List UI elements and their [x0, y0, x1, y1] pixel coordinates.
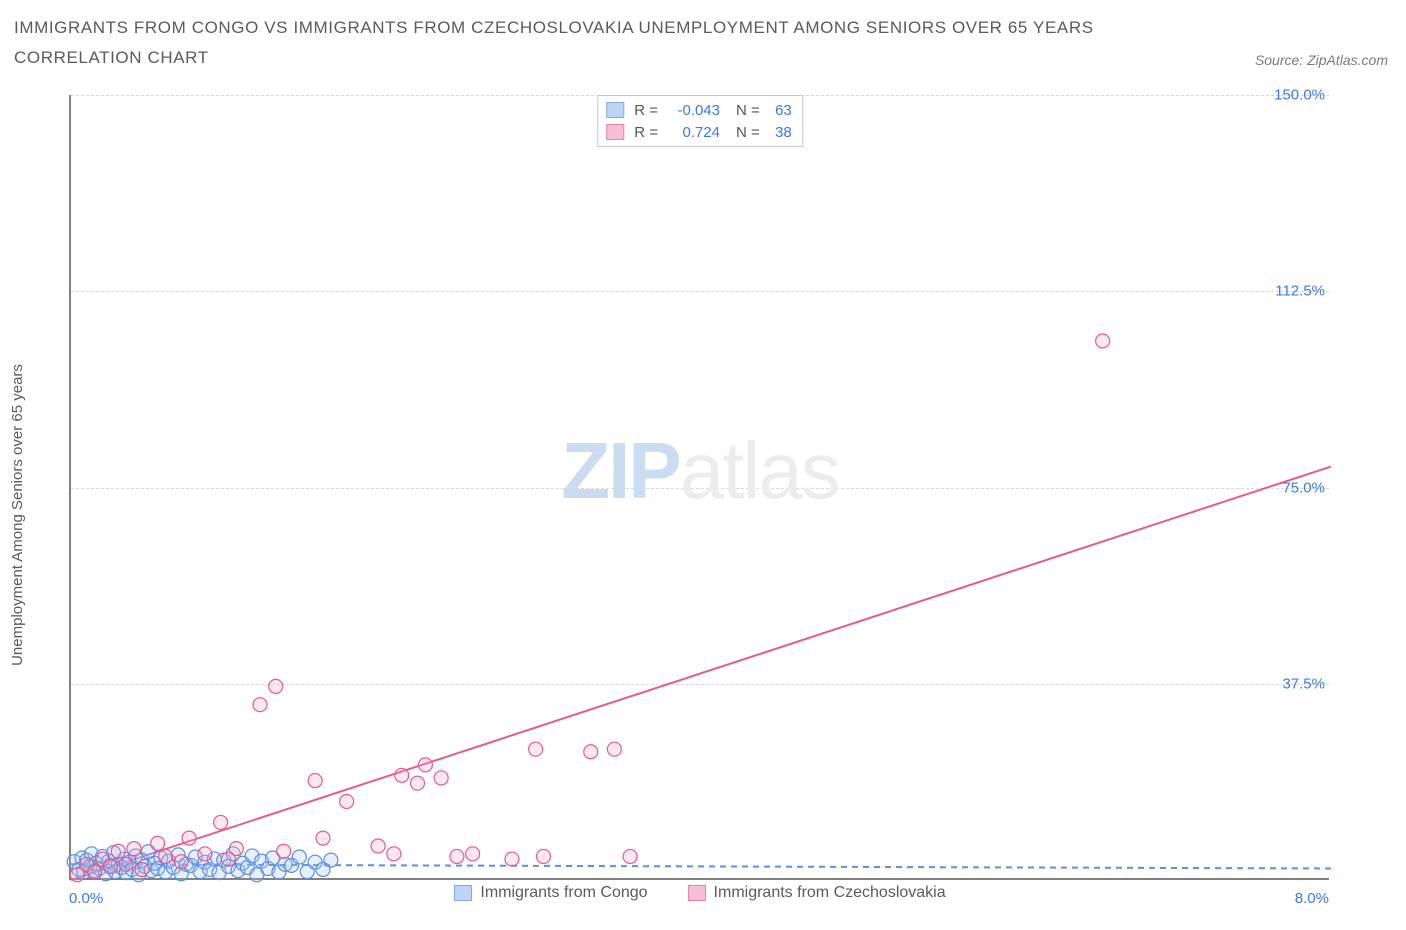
legend-swatch — [688, 885, 706, 901]
source-attribution: Source: ZipAtlas.com — [1255, 52, 1388, 68]
legend-swatch — [454, 885, 472, 901]
x-tick-label: 0.0% — [69, 890, 103, 907]
legend-item: Immigrants from Congo — [454, 884, 647, 902]
chart-title-line2: CORRELATION CHART — [14, 48, 1392, 68]
chart-header: IMMIGRANTS FROM CONGO VS IMMIGRANTS FROM… — [14, 18, 1392, 68]
legend-label: Immigrants from Congo — [480, 884, 647, 902]
y-axis-label: Unemployment Among Seniors over 65 years — [9, 364, 26, 666]
series-legend: Immigrants from Congo Immigrants from Cze… — [71, 884, 1329, 902]
chart-container: Unemployment Among Seniors over 65 years… — [14, 95, 1392, 915]
legend-item: Immigrants from Czechoslovakia — [688, 884, 946, 902]
x-tick-label: 8.0% — [1295, 890, 1329, 907]
legend-label: Immigrants from Czechoslovakia — [714, 884, 946, 902]
chart-title-line1: IMMIGRANTS FROM CONGO VS IMMIGRANTS FROM… — [14, 18, 1392, 38]
